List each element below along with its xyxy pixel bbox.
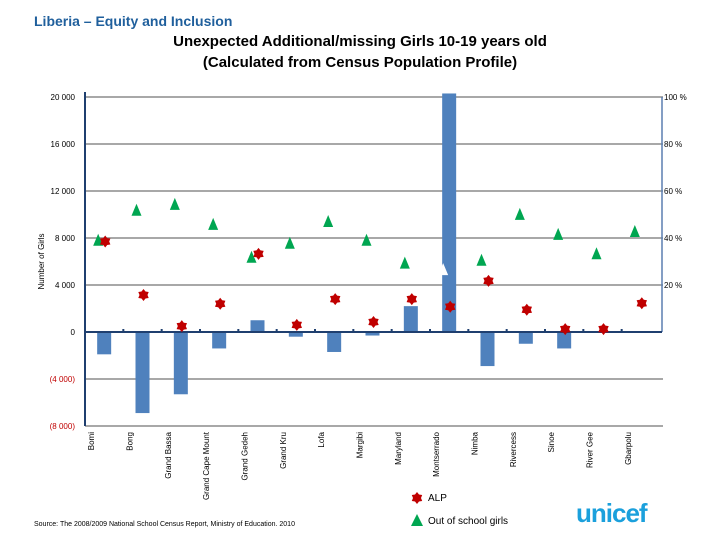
out-of-school-marker <box>93 233 104 246</box>
bar-nimba <box>480 332 495 367</box>
bar-grand-kru <box>288 332 303 337</box>
legend-oos-icon <box>411 514 423 526</box>
y2-tick-label: 80 % <box>664 140 682 149</box>
alp-marker <box>215 297 226 310</box>
alp-marker <box>636 297 647 310</box>
y-tick-label: 8 000 <box>55 234 76 243</box>
alp-marker <box>521 303 532 316</box>
x-tick-label: Grand Bassa <box>164 431 173 478</box>
bar-lofa <box>327 332 342 352</box>
x-tick-label: Lofa <box>317 431 326 447</box>
y-axis-label: Number of Girls <box>37 233 46 289</box>
x-tick-label: Rivercess <box>509 432 518 467</box>
y2-tick-label: 60 % <box>664 187 682 196</box>
alp-marker <box>560 323 571 336</box>
x-tick-label: Montserrado <box>432 431 441 476</box>
y-tick-label: 4 000 <box>55 281 76 290</box>
x-tick-label: Grand Kru <box>279 432 288 469</box>
y-tick-label: 0 <box>71 328 76 337</box>
out-of-school-marker <box>208 217 219 230</box>
y-tick-label: (4 000) <box>50 375 76 384</box>
out-of-school-marker <box>553 227 564 240</box>
legend-alp-label: ALP <box>428 493 447 504</box>
alp-marker <box>368 316 379 328</box>
out-of-school-marker <box>514 207 525 220</box>
y-tick-label: 16 000 <box>51 140 76 149</box>
alp-marker <box>253 247 264 260</box>
alp-marker <box>176 320 187 333</box>
out-of-school-marker <box>284 236 295 249</box>
legend-oos-label: Out of school girls <box>428 516 509 527</box>
alp-marker <box>291 318 302 331</box>
legend-alp-icon <box>411 492 423 504</box>
out-of-school-marker <box>323 214 334 227</box>
out-of-school-marker <box>629 224 640 237</box>
y-tick-label: (8 000) <box>50 422 76 431</box>
out-of-school-marker <box>591 247 602 260</box>
out-of-school-marker <box>399 256 410 269</box>
alp-marker <box>406 293 417 306</box>
title-line-1: Unexpected Additional/missing Girls 10-1… <box>173 33 547 50</box>
y-tick-label: 20 000 <box>51 93 76 102</box>
bar-rivercess <box>518 332 533 344</box>
x-tick-label: Grand Gedeh <box>241 432 250 480</box>
x-tick-label: Maryland <box>394 432 403 465</box>
x-tick-label: Margibi <box>356 432 365 458</box>
alp-marker <box>100 235 111 248</box>
bar-grand-bassa <box>173 332 188 395</box>
title-line-2: (Calculated from Census Population Profi… <box>202 54 518 71</box>
y-tick-label: 12 000 <box>51 187 76 196</box>
alp-marker <box>598 323 609 336</box>
x-tick-label: Nimba <box>471 431 480 455</box>
x-tick-label: Bomi <box>87 432 96 450</box>
x-tick-label: Gbarpolu <box>624 432 633 465</box>
source-note: Source: The 2008/2009 National School Ce… <box>34 521 295 528</box>
chart-title: Unexpected Additional/missing Girls 10-1… <box>140 31 580 73</box>
y2-tick-label: 100 % <box>664 93 687 102</box>
alp-marker <box>483 274 494 287</box>
out-of-school-marker <box>476 253 487 266</box>
out-of-school-marker <box>246 250 257 263</box>
alp-marker <box>445 300 456 313</box>
bar-bomi <box>97 332 112 355</box>
out-of-school-marker <box>361 233 372 246</box>
x-tick-label: Sinoe <box>547 431 556 452</box>
x-tick-label: Grand Cape Mount <box>202 431 211 500</box>
out-of-school-marker <box>169 197 180 210</box>
y2-tick-label: 40 % <box>664 234 682 243</box>
bar-grand-gedeh <box>250 320 265 332</box>
unicef-logo: unicef <box>576 498 648 528</box>
bar-sinoe <box>557 332 572 349</box>
bar-montserrado <box>442 93 457 332</box>
x-tick-label: River Gee <box>586 431 595 468</box>
y2-tick-label: 20 % <box>664 281 682 290</box>
bar-maryland <box>403 306 418 332</box>
out-of-school-marker <box>438 263 449 276</box>
bar-grand-cape-mount <box>212 332 227 349</box>
alp-marker <box>138 289 149 301</box>
kicker: Liberia – Equity and Inclusion <box>34 13 233 29</box>
x-tick-label: Bong <box>126 432 135 451</box>
out-of-school-marker <box>131 203 142 216</box>
bar-bong <box>135 332 150 414</box>
alp-marker <box>330 293 341 306</box>
bar-margibi <box>365 332 380 336</box>
